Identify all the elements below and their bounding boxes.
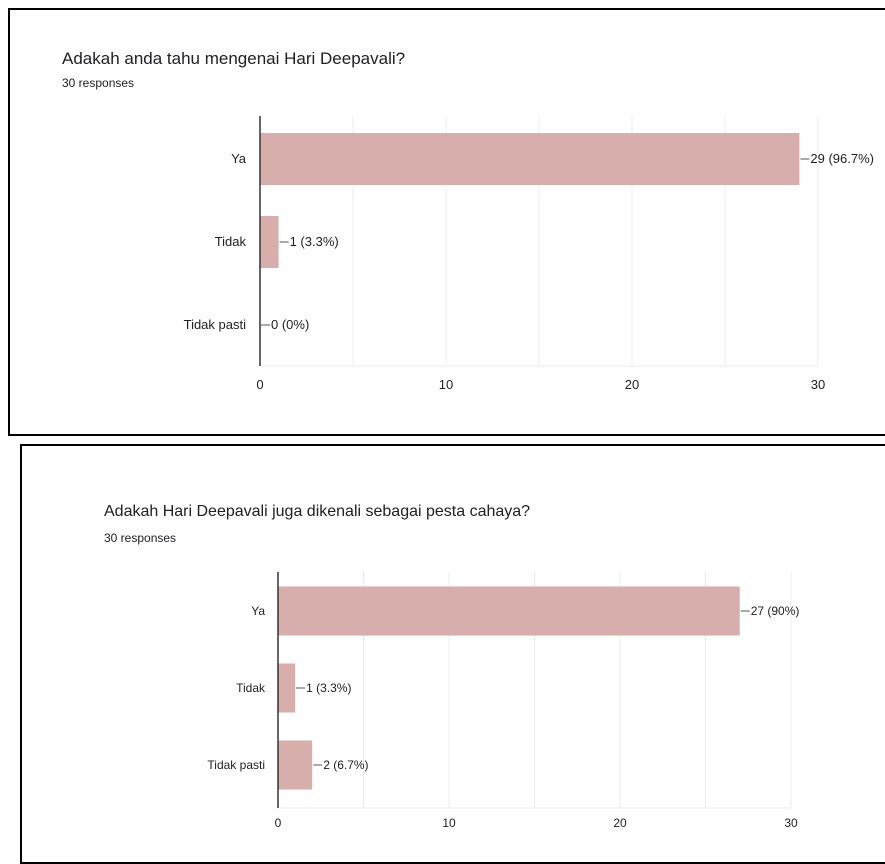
x-tick-label: 0 (256, 377, 263, 392)
chart-2-title: Adakah Hari Deepavali juga dikenali seba… (104, 503, 531, 520)
chart-2-response-count: 30 responses (104, 531, 177, 545)
x-tick-label: 20 (625, 377, 639, 392)
bar-ya (260, 133, 800, 185)
chart-1-plot: Ya 29 (96.7%) Tidak 1 (3.3%) Tidak pasti 0 (0… (184, 116, 874, 392)
data-label: 1 (3.3%) (290, 234, 339, 249)
category-label: Tidak pasti (207, 758, 265, 772)
category-label: Tidak pasti (184, 317, 246, 332)
bar-tidak-pasti (278, 740, 313, 790)
bar-ya (278, 586, 740, 636)
data-label: 27 (90%) (751, 604, 800, 618)
chart-card-2 (20, 444, 885, 864)
x-tick-label: 30 (811, 377, 825, 392)
bar-tidak (260, 216, 279, 268)
card-divider-notch (20, 434, 44, 436)
category-label: Tidak (236, 681, 266, 695)
category-label: Tidak (215, 234, 247, 249)
data-label: 2 (6.7%) (323, 758, 368, 772)
x-tick-label: 20 (613, 816, 627, 830)
data-label: 1 (3.3%) (306, 681, 351, 695)
chart-1-response-count: 30 responses (62, 76, 135, 90)
x-tick-label: 0 (275, 816, 282, 830)
chart-1-title: Adakah anda tahu mengenai Hari Deepavali… (62, 49, 406, 68)
x-tick-label: 30 (784, 816, 798, 830)
x-tick-label: 10 (439, 377, 453, 392)
bar-tidak (278, 663, 296, 713)
category-label: Ya (251, 604, 265, 618)
data-label: 0 (0%) (271, 317, 309, 332)
x-tick-label: 10 (442, 816, 456, 830)
data-label: 29 (96.7%) (810, 151, 874, 166)
category-label: Ya (231, 151, 247, 166)
